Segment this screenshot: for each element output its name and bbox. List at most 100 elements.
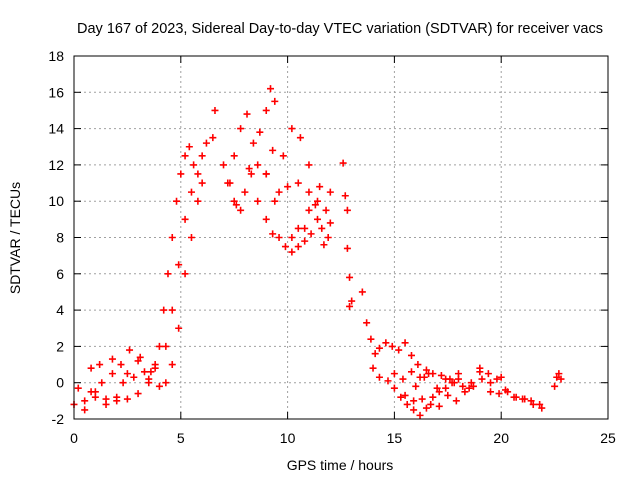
data-point [553,373,561,381]
data-point [81,406,89,414]
data-point [314,215,322,223]
data-point [555,370,563,378]
data-point [108,370,116,378]
data-point [442,384,450,392]
data-point [254,161,262,169]
data-point [74,384,82,392]
data-point [162,342,170,350]
data-point [369,364,377,372]
data-point [181,215,189,223]
data-point [435,402,443,410]
data-point [343,206,351,214]
data-point [232,201,240,209]
data-point [422,404,430,412]
data-point [420,373,428,381]
data-point [194,170,202,178]
data-point [262,170,270,178]
y-tick-label: 16 [48,84,64,100]
data-point [288,234,296,241]
y-tick-label: 0 [56,375,64,391]
data-point [512,393,520,401]
data-point [211,106,219,114]
data-point [173,197,181,205]
data-point [487,379,495,387]
x-tick-label: 15 [387,430,403,446]
series-band-2 [74,170,206,396]
data-point [493,375,501,383]
data-point [401,391,409,399]
data-point [388,342,396,350]
data-point [314,197,322,205]
data-point [410,406,418,414]
data-point [209,134,217,142]
data-point [452,397,460,405]
data-points [70,85,565,419]
data-point [175,324,183,332]
data-point [401,339,409,347]
data-point [348,297,356,305]
data-point [322,206,330,214]
data-point [126,346,134,354]
series-band-7 [230,125,334,227]
data-point [275,234,283,241]
data-point [181,270,189,278]
x-tick-label: 0 [70,430,78,446]
data-point [459,382,467,390]
data-point [326,219,334,227]
data-point [410,397,418,405]
data-point [87,364,95,372]
x-tick-label: 25 [600,430,616,446]
data-point [358,288,366,296]
data-point [412,382,420,390]
data-point [454,370,462,378]
data-point [202,139,210,147]
data-point [339,159,347,167]
data-point [375,344,383,352]
data-point [155,342,163,350]
data-point [175,261,183,269]
data-point [395,346,403,354]
data-point [269,230,277,238]
x-tick-label: 20 [493,430,509,446]
data-point [450,379,458,387]
data-point [249,139,257,147]
data-point [382,339,390,347]
data-point [433,384,441,392]
data-point [145,375,153,383]
data-point [117,361,125,369]
data-point [407,368,415,376]
data-point [363,319,371,327]
series-band-6 [224,85,279,187]
data-point [187,188,195,196]
data-point [140,368,148,376]
data-point [224,179,232,187]
data-point [247,170,255,178]
data-point [343,244,351,252]
data-point [243,110,251,118]
series-band-11 [343,206,354,310]
data-point [435,388,443,396]
data-point [326,188,334,196]
data-point [294,224,302,232]
data-point [521,395,529,403]
data-point [324,234,332,241]
y-tick-label: 12 [48,157,64,173]
data-point [346,273,354,281]
data-point [241,188,249,196]
series-band-16 [412,368,505,392]
series-band-4 [87,346,155,376]
data-point [237,125,245,133]
data-point [168,234,176,241]
data-point [403,400,411,408]
data-point [160,306,168,314]
y-tick-label: 8 [56,230,64,246]
data-point [294,179,302,187]
data-point [305,206,313,214]
x-tick-label: 5 [177,430,185,446]
data-point [237,206,245,214]
data-point [557,375,565,383]
data-point [269,146,277,154]
grid [74,56,608,419]
y-axis-ticks: -2 0 2 4 6 8 10 12 14 16 18 [48,48,608,427]
data-point [168,361,176,369]
